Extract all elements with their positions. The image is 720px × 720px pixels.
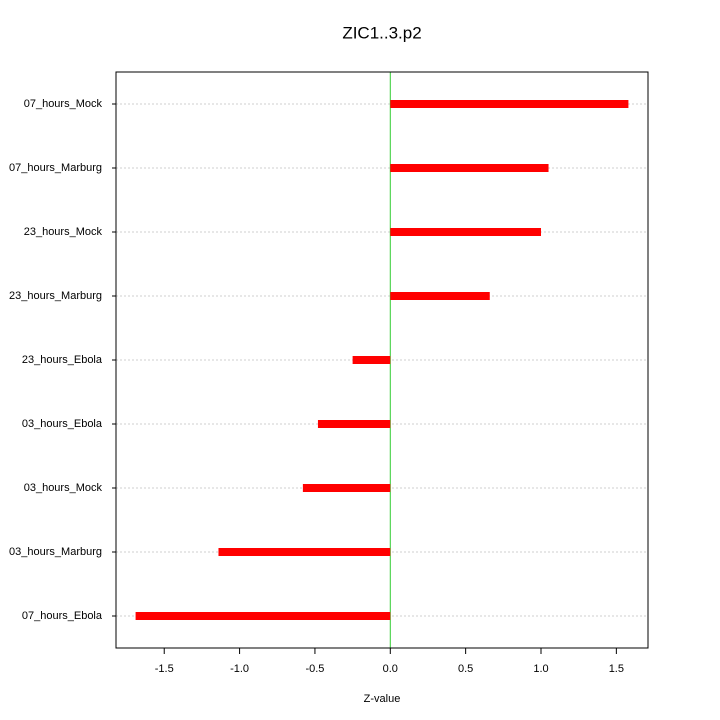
x-tick-label: 1.5: [609, 663, 624, 675]
x-tick-label: 1.0: [533, 663, 548, 675]
y-tick-label: 03_hours_Mock: [24, 482, 103, 494]
y-tick-label: 07_hours_Marburg: [9, 162, 102, 174]
y-tick-label: 23_hours_Mock: [24, 226, 103, 238]
y-tick-label: 23_hours_Marburg: [9, 290, 102, 302]
bar: [218, 548, 391, 556]
bar: [390, 228, 541, 236]
bar: [390, 100, 629, 108]
y-tick-label: 03_hours_Ebola: [22, 418, 103, 430]
x-tick-label: 0.0: [383, 663, 398, 675]
x-axis-label: Z-value: [364, 693, 401, 705]
y-tick-label: 23_hours_Ebola: [22, 354, 103, 366]
x-tick-label: -1.0: [230, 663, 249, 675]
bar: [302, 484, 391, 492]
bar: [135, 612, 391, 620]
bar: [390, 292, 490, 300]
chart-title: ZIC1..3.p2: [342, 23, 421, 42]
bar: [352, 356, 391, 364]
x-tick-label: -0.5: [305, 663, 324, 675]
x-tick-label: 0.5: [458, 663, 473, 675]
y-tick-label: 03_hours_Marburg: [9, 546, 102, 558]
bar: [317, 420, 391, 428]
y-tick-label: 07_hours_Ebola: [22, 610, 103, 622]
bar: [390, 164, 549, 172]
y-tick-label: 07_hours_Mock: [24, 98, 103, 110]
x-tick-label: -1.5: [155, 663, 174, 675]
plot-frame: [115, 71, 649, 649]
